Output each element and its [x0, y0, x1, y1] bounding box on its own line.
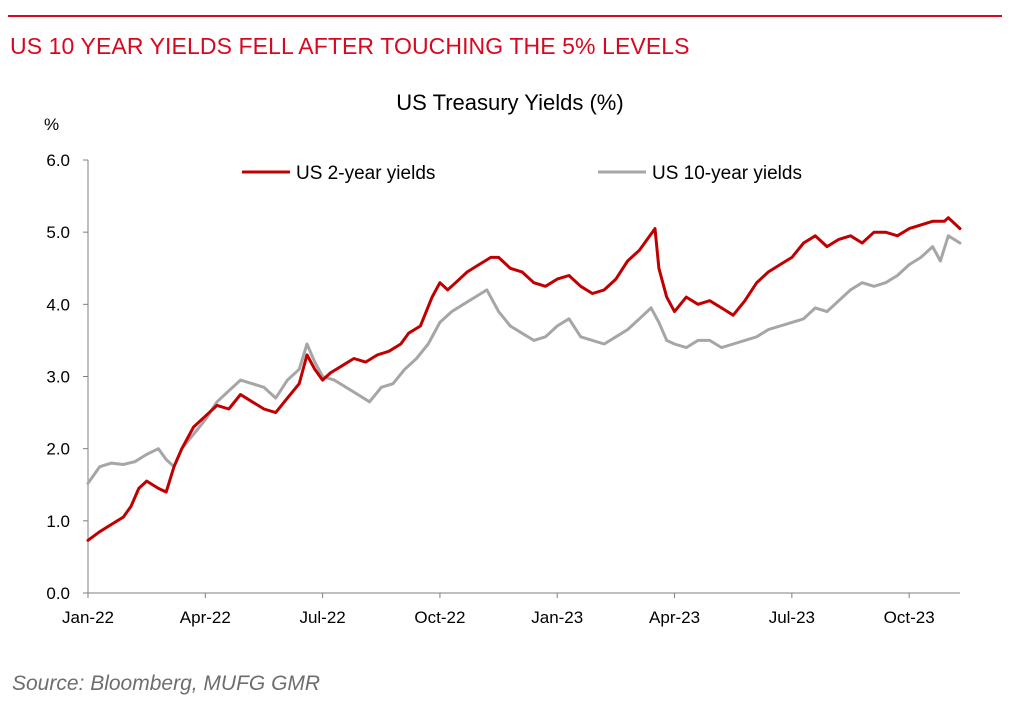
- x-tick-label: Oct-23: [884, 608, 935, 627]
- y-tick-label: 0.0: [46, 584, 70, 603]
- chart-title: US Treasury Yields (%): [396, 90, 623, 115]
- axes: 0.0 1.0 2.0 3.0 4.0 5.0 6.0 Jan-22 Apr-22 Jul-22 O…: [46, 151, 960, 627]
- x-tick-label: Jan-23: [531, 608, 583, 627]
- y-axis-label: %: [44, 115, 59, 134]
- x-tick-label: Jan-22: [62, 608, 114, 627]
- series-lines: [86, 216, 962, 542]
- source-note: Source: Bloomberg, MUFG GMR: [12, 672, 321, 695]
- legend-label: US 2-year yields: [296, 163, 435, 184]
- x-tick-label: Apr-22: [180, 608, 231, 627]
- y-tick-label: 2.0: [46, 440, 70, 459]
- legend-label: US 10-year yields: [652, 163, 802, 184]
- legend: US 2-year yields US 10-year yields: [242, 163, 802, 184]
- y-tick-label: 1.0: [46, 512, 70, 531]
- series-line-us-2-year: [86, 216, 962, 542]
- x-tick-label: Jul-22: [299, 608, 345, 627]
- x-tick-label: Oct-22: [414, 608, 465, 627]
- series-line-us-10-year: [86, 234, 962, 485]
- header-rule: [8, 15, 1002, 17]
- y-tick-label: 6.0: [46, 151, 70, 170]
- y-tick-label: 5.0: [46, 223, 70, 242]
- y-tick-label: 3.0: [46, 368, 70, 387]
- x-tick-label: Jul-23: [769, 608, 815, 627]
- x-tick-label: Apr-23: [649, 608, 700, 627]
- y-tick-label: 4.0: [46, 295, 70, 314]
- headline: US 10 YEAR YIELDS FELL AFTER TOUCHING TH…: [10, 33, 690, 59]
